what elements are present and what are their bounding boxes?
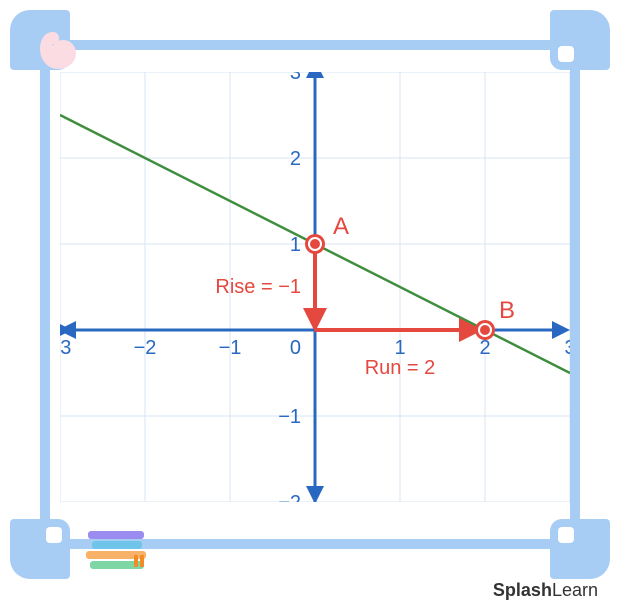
- x-tick-label: 2: [479, 337, 490, 359]
- point-a-label: A: [333, 213, 349, 240]
- x-tick-label: −2: [134, 337, 157, 359]
- origin-label: 0: [290, 337, 301, 359]
- frame-bar-left: [40, 70, 50, 519]
- y-tick-label: 2: [290, 148, 301, 170]
- frame-corner-bl: [10, 519, 70, 579]
- frame-bar-top: [70, 40, 550, 50]
- x-tick-label: −3: [60, 337, 71, 359]
- frame-corner-br: [550, 519, 610, 579]
- point-b: [479, 324, 491, 336]
- y-tick-label: −2: [278, 492, 301, 502]
- x-tick-label: 3: [564, 337, 570, 359]
- point-a: [309, 238, 321, 250]
- frame-bar-right: [570, 70, 580, 519]
- brand-rest: Learn: [552, 580, 598, 600]
- slope-chart: −3−2−1123−2−11230Rise = −1Run = 2AB: [60, 72, 570, 502]
- y-tick-label: 3: [290, 72, 301, 84]
- run-label: Run = 2: [365, 357, 436, 379]
- rise-label: Rise = −1: [215, 276, 301, 298]
- x-tick-label: −1: [219, 337, 242, 359]
- x-tick-label: 1: [394, 337, 405, 359]
- brand-logo: SplashLearn: [493, 580, 598, 601]
- point-b-label: B: [499, 297, 515, 324]
- frame-corner-tr: [550, 10, 610, 70]
- brand-bold: Splash: [493, 580, 552, 600]
- books-icon: [80, 519, 160, 579]
- y-tick-label: −1: [278, 406, 301, 428]
